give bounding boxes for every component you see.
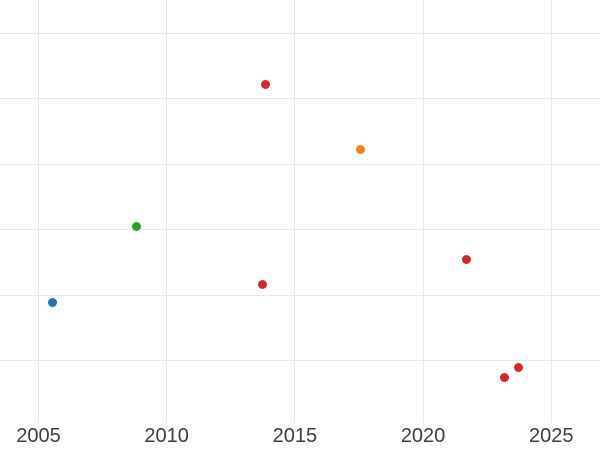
horizontal-gridline: [0, 163, 600, 165]
horizontal-gridline: [0, 229, 600, 231]
x-axis-tick-label: 2020: [400, 425, 446, 447]
scatter-point-red: [462, 255, 472, 265]
scatter-point-orange: [355, 144, 365, 154]
vertical-gridline: [166, 0, 168, 423]
x-axis-tick-label: 2005: [16, 425, 61, 447]
scatter-point-red: [514, 363, 524, 373]
scatter-point-red: [500, 372, 510, 382]
scatter-point-green: [132, 222, 142, 232]
scatter-point-red: [261, 79, 271, 89]
horizontal-gridline: [0, 360, 600, 362]
vertical-gridline: [422, 0, 424, 423]
horizontal-gridline: [0, 32, 600, 34]
x-axis-tick-label: 2025: [529, 425, 574, 447]
horizontal-gridline: [0, 294, 600, 296]
vertical-gridline: [37, 0, 39, 423]
x-axis-tick-label: 2010: [144, 425, 189, 447]
vertical-gridline: [550, 0, 552, 423]
horizontal-gridline: [0, 98, 600, 100]
vertical-gridline: [294, 0, 296, 423]
x-axis-tick-label: 2015: [272, 425, 318, 447]
scatter-point-blue: [47, 298, 57, 308]
scatter-point-red: [257, 280, 267, 290]
